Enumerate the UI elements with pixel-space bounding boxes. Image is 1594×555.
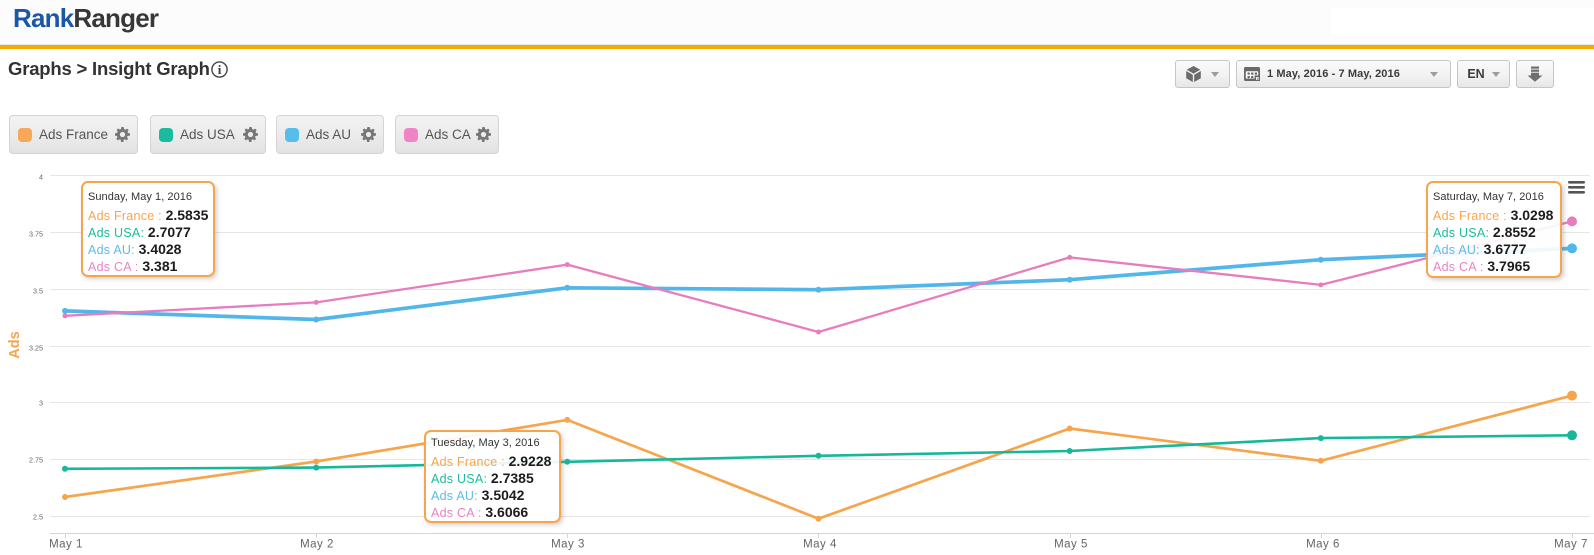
svg-text:May 1: May 1 [49,539,83,551]
svg-text:3: 3 [39,399,43,408]
svg-text:May 3: May 3 [551,539,585,551]
svg-text:2.75: 2.75 [29,456,43,465]
svg-text:3.5: 3.5 [33,287,43,296]
svg-text:May 4: May 4 [803,539,837,551]
svg-text:4: 4 [39,173,43,182]
svg-text:May 5: May 5 [1054,539,1088,551]
svg-text:i: i [218,62,222,77]
svg-text:2.5: 2.5 [33,513,43,522]
svg-text:May 6: May 6 [1306,539,1340,551]
svg-text:3.25: 3.25 [29,344,43,353]
svg-text:3.75: 3.75 [29,230,43,239]
svg-text:Ads: Ads [7,331,23,358]
svg-text:May 7: May 7 [1554,539,1588,551]
svg-text:May 2: May 2 [300,539,334,551]
